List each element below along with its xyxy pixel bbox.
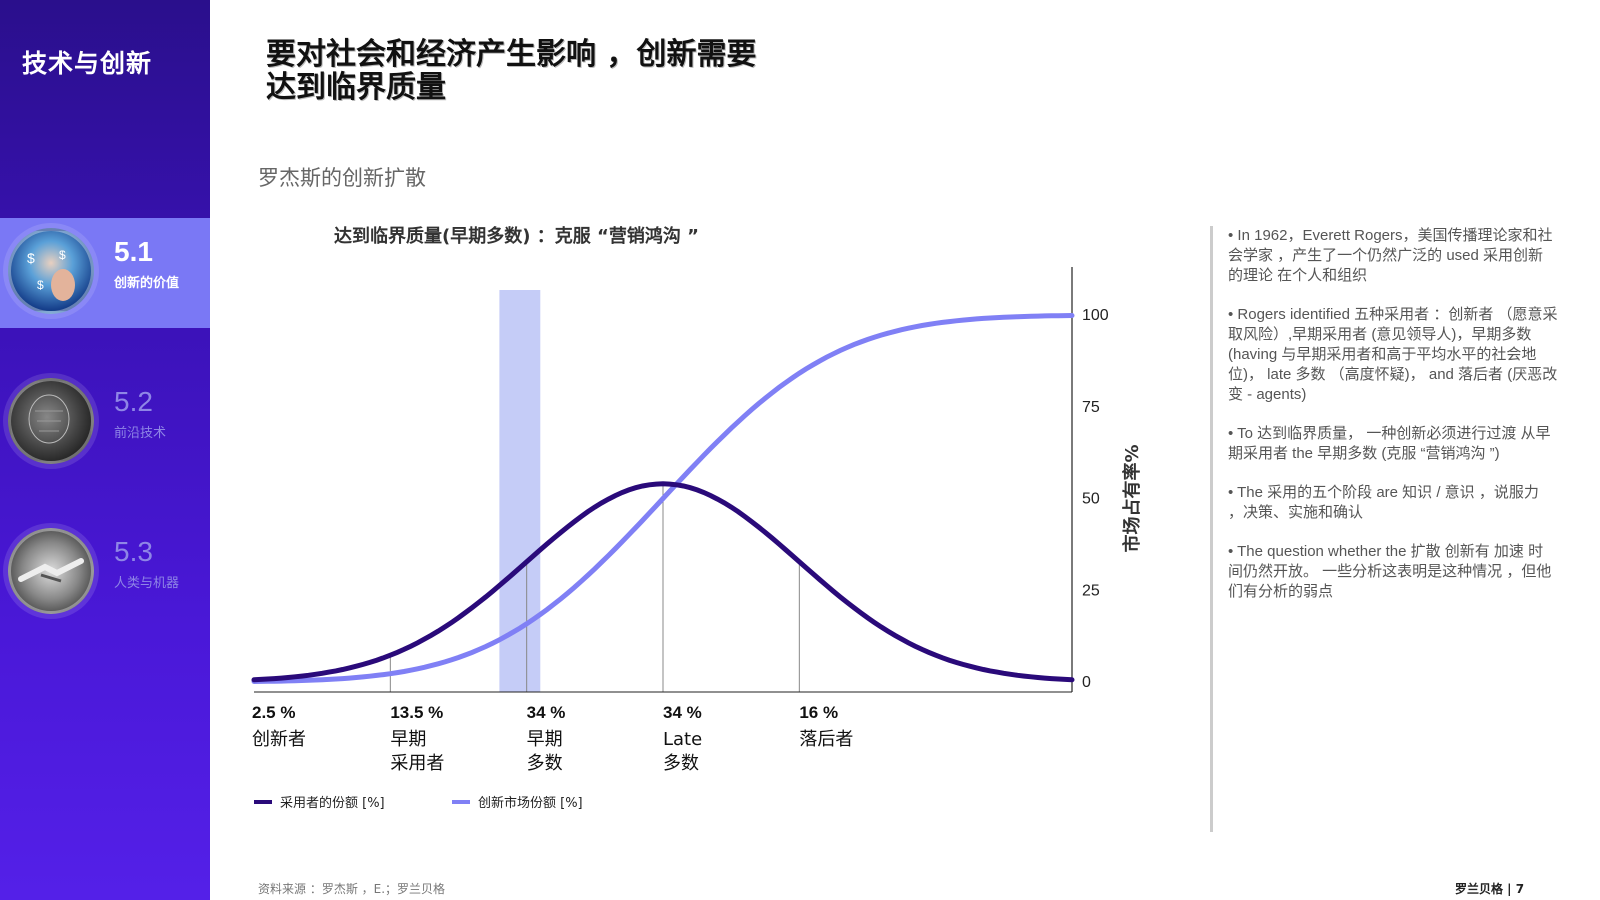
nav-item-5-2[interactable]: 5.2 前沿技术 <box>0 368 210 478</box>
nav-number: 5.3 <box>114 536 153 567</box>
nav-number: 5.2 <box>114 386 153 417</box>
sidebar: 技术与创新 $ $ $ 5.1 创新的价值 5.2 前沿技术 <box>0 0 210 900</box>
nav-item-5-1[interactable]: $ $ $ 5.1 创新的价值 <box>0 218 210 328</box>
y-tick-label: 50 <box>1082 491 1100 508</box>
chart-section-subtitle: 罗杰斯的创新扩散 <box>258 166 426 190</box>
segment-percent-label: 2.5 % <box>252 703 295 722</box>
legend-label-adopters: 采用者的份额 [%] <box>280 795 385 811</box>
y-tick-label: 100 <box>1082 307 1109 324</box>
chart-title: 达到临界质量(早期多数) ：克服 “营销鸿沟 ” <box>334 226 699 247</box>
segment-name-label: 早期 <box>527 729 563 750</box>
segment-name-label: 落后者 <box>799 729 853 750</box>
note-item: • To 达到临界质量， 一种创新必须进行过渡 从早期采用者 the 早期多数 … <box>1228 425 1551 462</box>
segment-percent-label: 34 % <box>527 703 566 722</box>
segment-percent-label: 13.5 % <box>390 703 443 722</box>
note-item: • The 采用的五个阶段 are 知识 / 意识 ，说服力 ，决策、实施和确认 <box>1228 484 1539 521</box>
diffusion-chart: 0 25 50 75 100 市场占有率% 2.5 % 创新者 13.5 % 早期采用者 34 % 早… <box>251 267 1143 811</box>
money-hand-icon: $ $ $ <box>8 228 94 314</box>
segment-name-label: Late <box>663 729 702 750</box>
y-tick-label: 25 <box>1082 582 1100 599</box>
page-title: 要对社会和经济产生影响 ，创新需要 达到临界质量 <box>266 38 826 104</box>
nav-label: 前沿技术 <box>114 426 167 441</box>
note-item: • Rogers identified 五种采用者 ：创新者 （愿意采取风险）,… <box>1228 306 1558 403</box>
notes-panel: • In 1962，Everett Rogers，美国传播理论家和社会学家 ，产… <box>1228 226 1558 621</box>
market-share-line <box>251 313 1075 684</box>
sidebar-title: 技术与创新 <box>22 49 153 78</box>
page-number: 罗兰贝格 | 7 <box>1455 882 1525 896</box>
chart-layer: 0 25 50 75 100 市场占有率% 2.5 % 创新者 13.5 % 早期采用者 34 % 早… <box>251 267 1143 811</box>
nav-label: 人类与机器 <box>114 576 180 591</box>
segment-name-label: 采用者 <box>390 753 444 774</box>
source-note: 资料来源 ：罗杰斯 ，E.；罗兰贝格 <box>258 882 446 896</box>
svg-text:$: $ <box>27 250 35 266</box>
y-tick-label: 0 <box>1082 674 1091 691</box>
legend-label-market: 创新市场份额 [%] <box>478 795 583 811</box>
y-tick-label: 75 <box>1082 399 1100 416</box>
svg-text:$: $ <box>59 248 66 262</box>
segment-name-label: 多数 <box>527 753 563 774</box>
notes-divider <box>1210 226 1213 832</box>
segment-name-label: 早期 <box>390 729 426 750</box>
svg-text:$: $ <box>37 278 44 292</box>
note-item: • In 1962，Everett Rogers，美国传播理论家和社会学家 ，产… <box>1228 227 1553 284</box>
segment-percent-label: 16 % <box>799 703 838 722</box>
segment-name-label: 创新者 <box>252 729 306 750</box>
note-item: • The question whether the 扩散 创新有 加速 时间仍… <box>1228 543 1552 600</box>
chasm-band <box>499 290 541 692</box>
segment-name-label: 多数 <box>663 753 699 774</box>
page-title-line2: 达到临界质量 <box>266 70 446 105</box>
y-axis-label: 市场占有率% <box>1121 444 1143 552</box>
nav-number: 5.1 <box>114 236 153 267</box>
adopters-share-line <box>251 481 1075 683</box>
segment-percent-label: 34 % <box>663 703 702 722</box>
nav-item-5-3[interactable]: 5.3 人类与机器 <box>0 518 210 628</box>
nav-label: 创新的价值 <box>114 276 180 291</box>
page-title-line1: 要对社会和经济产生影响 ，创新需要 <box>266 37 757 72</box>
robot-head-icon <box>8 378 94 464</box>
handshake-icon <box>8 528 94 614</box>
